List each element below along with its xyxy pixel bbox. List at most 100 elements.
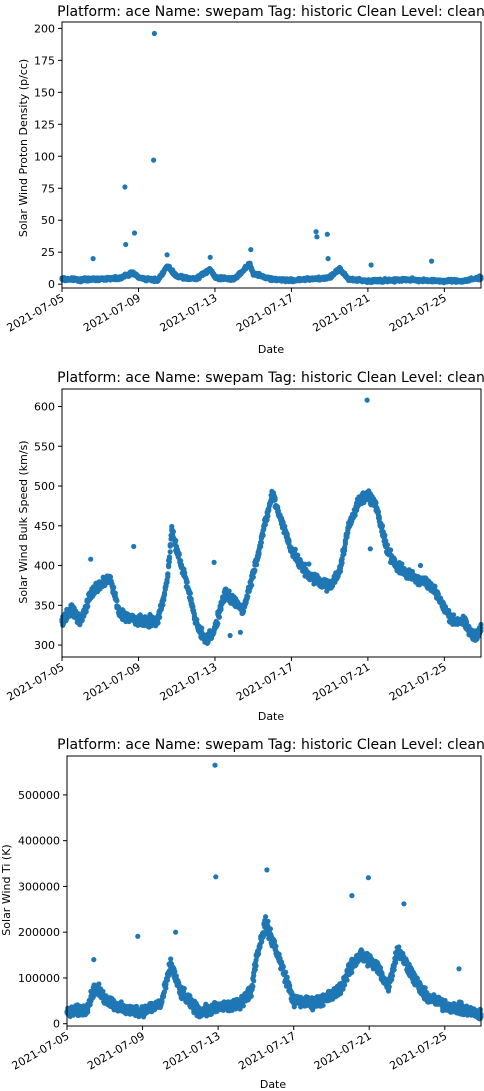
outlier-point [88, 556, 94, 562]
data-point [258, 540, 264, 546]
data-point [435, 591, 441, 597]
data-point [155, 620, 161, 626]
data-point [263, 914, 269, 920]
data-point [251, 978, 257, 984]
data-point [477, 1006, 483, 1012]
outlier-point [429, 258, 435, 264]
y-tick-label: 350 [34, 599, 55, 612]
y-tick-label: 100000 [18, 972, 60, 985]
data-point [96, 981, 102, 987]
y-tick-label: 75 [41, 182, 55, 195]
data-point [271, 938, 277, 944]
y-tick-label: 125 [34, 118, 55, 131]
data-point [260, 533, 266, 539]
data-point [280, 964, 286, 970]
data-point [252, 567, 258, 573]
data-point [178, 558, 184, 564]
data-point [85, 1009, 91, 1015]
data-point [388, 547, 394, 553]
y-tick-label: 300000 [18, 880, 60, 893]
x-axis-label: Date [258, 343, 285, 356]
data-point [157, 614, 163, 620]
outlier-point [151, 157, 157, 163]
data-point [248, 993, 254, 999]
data-point [240, 1003, 246, 1009]
data-point [159, 998, 165, 1004]
y-tick-label: 25 [41, 246, 55, 259]
outlier-point [313, 229, 319, 235]
data-point [173, 538, 179, 544]
data-point [292, 546, 298, 553]
data-point [172, 968, 178, 974]
data-point [273, 943, 279, 949]
y-tick-label: 0 [48, 278, 55, 291]
data-point [256, 551, 262, 558]
outlier-point [306, 561, 312, 567]
outlier-point [90, 256, 96, 262]
y-tick-label: 400000 [18, 835, 60, 848]
data-point [167, 549, 173, 555]
data-point [173, 973, 179, 979]
data-point [320, 1002, 326, 1008]
data-point [79, 617, 85, 623]
outlier-point [212, 762, 218, 768]
y-tick-label: 200000 [18, 926, 60, 939]
data-point [168, 956, 174, 962]
y-axis-label: Solar Wind Proton Density (p/cc) [17, 59, 30, 237]
data-point [176, 552, 182, 558]
y-tick-label: 400 [34, 560, 55, 573]
outlier-point [264, 867, 270, 873]
outlier-point [131, 543, 137, 550]
outlier-point [227, 632, 233, 639]
data-point [391, 967, 397, 973]
x-axis-label: Date [258, 710, 285, 723]
data-point [384, 542, 390, 548]
y-tick-label: 500000 [18, 789, 60, 802]
y-tick-label: 550 [34, 440, 55, 453]
outlier-point [122, 184, 128, 190]
data-point [382, 532, 388, 539]
data-point [199, 625, 205, 631]
data-point [422, 985, 428, 991]
y-tick-label: 100 [34, 150, 55, 163]
outlier-point [456, 966, 462, 972]
outlier-point [349, 893, 355, 899]
outlier-point [207, 254, 213, 260]
data-point [253, 963, 259, 969]
data-point [161, 592, 168, 598]
outlier-point [164, 252, 170, 258]
outlier-point [91, 957, 97, 963]
outlier-point [211, 559, 217, 566]
y-tick-label: 150 [34, 86, 55, 99]
chart-title: Platform: ace Name: swepam Tag: historic… [57, 4, 484, 20]
data-point [245, 593, 251, 600]
data-point [399, 561, 405, 567]
data-point [287, 983, 293, 989]
y-tick-label: 500 [34, 480, 55, 493]
data-point [166, 559, 172, 565]
outlier-point [325, 256, 331, 262]
data-point [112, 590, 118, 596]
data-point [111, 584, 117, 590]
y-tick-label: 600 [34, 400, 55, 413]
data-point [337, 568, 344, 574]
y-tick-label: 450 [34, 520, 55, 533]
data-point [170, 529, 176, 535]
data-point [265, 918, 271, 924]
data-point [349, 969, 355, 976]
data-point [168, 542, 174, 548]
data-point [255, 951, 261, 957]
data-point [250, 983, 256, 989]
data-points [59, 397, 484, 646]
x-axis-label: Date [260, 1078, 287, 1091]
outlier-point [364, 397, 370, 403]
data-point [254, 562, 260, 568]
outlier-point [131, 230, 138, 236]
outlier-point [417, 562, 424, 569]
data-point [251, 973, 257, 979]
data-points [59, 30, 484, 286]
data-point [345, 530, 351, 536]
outlier-point [365, 875, 371, 881]
data-point [182, 570, 188, 576]
